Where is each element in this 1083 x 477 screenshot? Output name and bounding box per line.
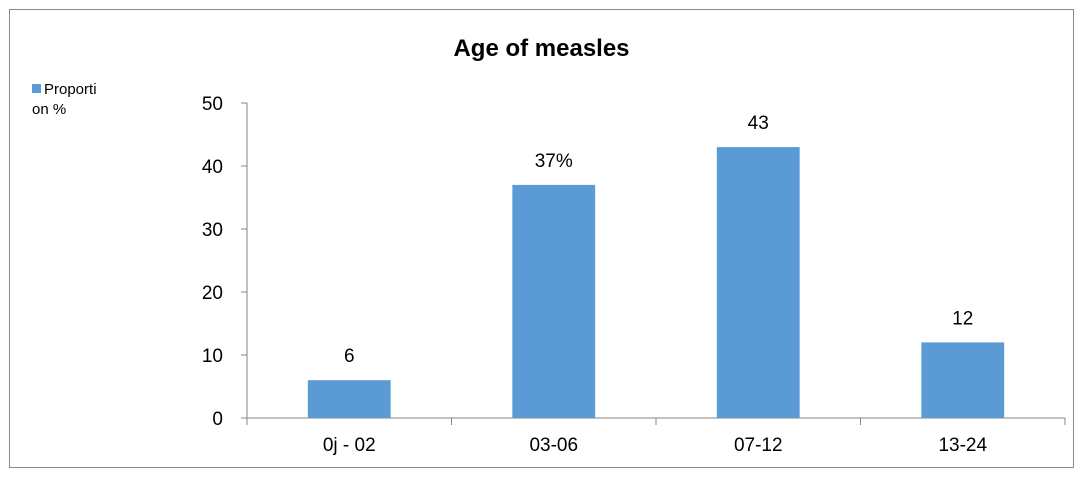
y-tick-label: 50 <box>202 94 223 115</box>
bar <box>512 184 596 418</box>
chart-title: Age of measles <box>453 35 630 62</box>
data-label: 6 <box>344 346 355 367</box>
legend-swatch <box>32 84 41 93</box>
legend: Proporti on % <box>32 80 142 120</box>
bar <box>921 342 1005 418</box>
bar <box>307 380 391 418</box>
x-tick-label: 13-24 <box>938 435 987 456</box>
y-tick-label: 0 <box>212 409 223 430</box>
data-label: 12 <box>952 308 973 329</box>
y-tick-label: 20 <box>202 283 223 304</box>
y-tick-label: 40 <box>202 157 223 178</box>
x-tick-label: 03-06 <box>529 435 578 456</box>
x-tick-label: 0j - 02 <box>323 435 376 456</box>
y-tick-label: 30 <box>202 220 223 241</box>
legend-label-line1: Proporti <box>44 81 97 98</box>
legend-label-line2: on % <box>32 101 67 118</box>
bar <box>716 147 800 418</box>
y-tick-label: 10 <box>202 346 223 367</box>
legend-entry: Proporti <box>32 80 142 100</box>
data-label: 37% <box>535 151 573 172</box>
x-tick-label: 07-12 <box>734 435 783 456</box>
data-label: 43 <box>748 113 769 134</box>
